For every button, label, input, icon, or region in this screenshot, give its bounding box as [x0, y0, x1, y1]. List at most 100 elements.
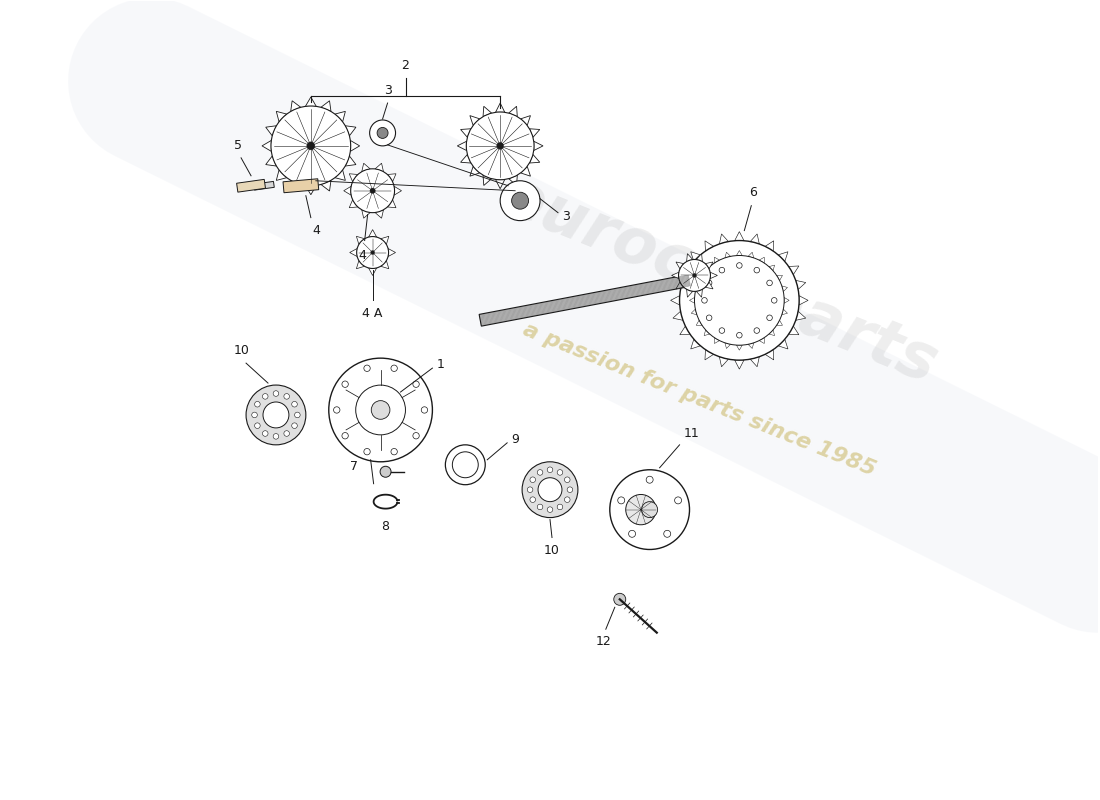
Circle shape	[372, 401, 389, 419]
Polygon shape	[381, 261, 388, 269]
Text: 9: 9	[512, 434, 519, 446]
Circle shape	[333, 406, 340, 413]
Text: 2: 2	[402, 59, 409, 72]
Polygon shape	[306, 186, 317, 194]
Polygon shape	[705, 350, 714, 360]
Polygon shape	[690, 298, 694, 303]
Text: 4: 4	[359, 249, 366, 262]
Circle shape	[292, 402, 297, 407]
Polygon shape	[345, 126, 356, 136]
Polygon shape	[461, 154, 471, 163]
Circle shape	[273, 434, 278, 439]
Circle shape	[295, 412, 300, 418]
Polygon shape	[388, 249, 396, 257]
Polygon shape	[349, 174, 358, 182]
Polygon shape	[495, 179, 505, 189]
Polygon shape	[680, 266, 690, 274]
Circle shape	[706, 315, 712, 321]
Circle shape	[719, 267, 725, 273]
Polygon shape	[520, 115, 530, 126]
Polygon shape	[290, 101, 300, 111]
Polygon shape	[748, 252, 754, 258]
Polygon shape	[696, 275, 702, 281]
Polygon shape	[458, 142, 466, 150]
Circle shape	[522, 462, 578, 518]
Polygon shape	[696, 320, 702, 326]
Polygon shape	[769, 330, 774, 335]
Circle shape	[364, 449, 371, 455]
Circle shape	[547, 507, 553, 513]
Polygon shape	[343, 186, 351, 195]
Polygon shape	[777, 320, 782, 326]
Circle shape	[370, 188, 375, 194]
Polygon shape	[719, 234, 728, 244]
Circle shape	[371, 250, 374, 254]
Polygon shape	[759, 338, 764, 343]
Circle shape	[527, 487, 532, 493]
Polygon shape	[696, 254, 703, 262]
Circle shape	[564, 497, 570, 502]
Polygon shape	[508, 106, 517, 117]
Polygon shape	[381, 236, 388, 245]
Circle shape	[356, 237, 388, 269]
Polygon shape	[782, 309, 788, 314]
Polygon shape	[750, 234, 759, 244]
Polygon shape	[368, 268, 376, 275]
Circle shape	[628, 530, 636, 538]
Polygon shape	[483, 175, 492, 186]
Polygon shape	[529, 129, 540, 138]
Text: eurocarparts: eurocarparts	[492, 165, 947, 396]
Circle shape	[693, 274, 696, 278]
Polygon shape	[375, 163, 384, 172]
Polygon shape	[362, 163, 371, 172]
Polygon shape	[266, 126, 276, 136]
Polygon shape	[387, 174, 396, 182]
Text: 3: 3	[384, 84, 392, 97]
Polygon shape	[673, 311, 683, 320]
Circle shape	[497, 142, 504, 150]
Circle shape	[614, 594, 626, 606]
Circle shape	[558, 504, 563, 510]
Text: 11: 11	[683, 427, 700, 440]
Polygon shape	[705, 262, 713, 269]
Circle shape	[646, 476, 653, 483]
Polygon shape	[736, 345, 743, 350]
Polygon shape	[480, 274, 691, 326]
Circle shape	[719, 328, 725, 334]
Circle shape	[252, 412, 257, 418]
Circle shape	[771, 298, 777, 303]
Circle shape	[538, 478, 562, 502]
Polygon shape	[356, 236, 364, 245]
Polygon shape	[680, 326, 690, 334]
Circle shape	[342, 433, 349, 439]
Circle shape	[537, 470, 542, 475]
Polygon shape	[784, 298, 789, 303]
Circle shape	[679, 259, 711, 291]
Polygon shape	[387, 200, 396, 208]
Polygon shape	[704, 330, 710, 335]
Polygon shape	[789, 326, 799, 334]
Polygon shape	[766, 241, 773, 251]
Polygon shape	[362, 210, 371, 218]
Polygon shape	[711, 272, 717, 278]
Polygon shape	[759, 257, 764, 263]
Polygon shape	[483, 106, 492, 117]
Polygon shape	[704, 265, 710, 270]
Polygon shape	[356, 261, 364, 269]
Circle shape	[500, 181, 540, 221]
Circle shape	[547, 467, 553, 473]
Polygon shape	[334, 111, 345, 122]
Polygon shape	[782, 286, 788, 291]
Polygon shape	[725, 343, 730, 349]
Polygon shape	[725, 252, 730, 258]
Circle shape	[706, 280, 712, 286]
Circle shape	[355, 385, 406, 435]
Text: 8: 8	[382, 519, 389, 533]
Circle shape	[263, 402, 289, 428]
Polygon shape	[276, 170, 287, 181]
Polygon shape	[276, 111, 287, 122]
Circle shape	[674, 497, 682, 504]
Polygon shape	[345, 156, 356, 166]
Polygon shape	[735, 231, 744, 241]
Circle shape	[767, 280, 772, 286]
